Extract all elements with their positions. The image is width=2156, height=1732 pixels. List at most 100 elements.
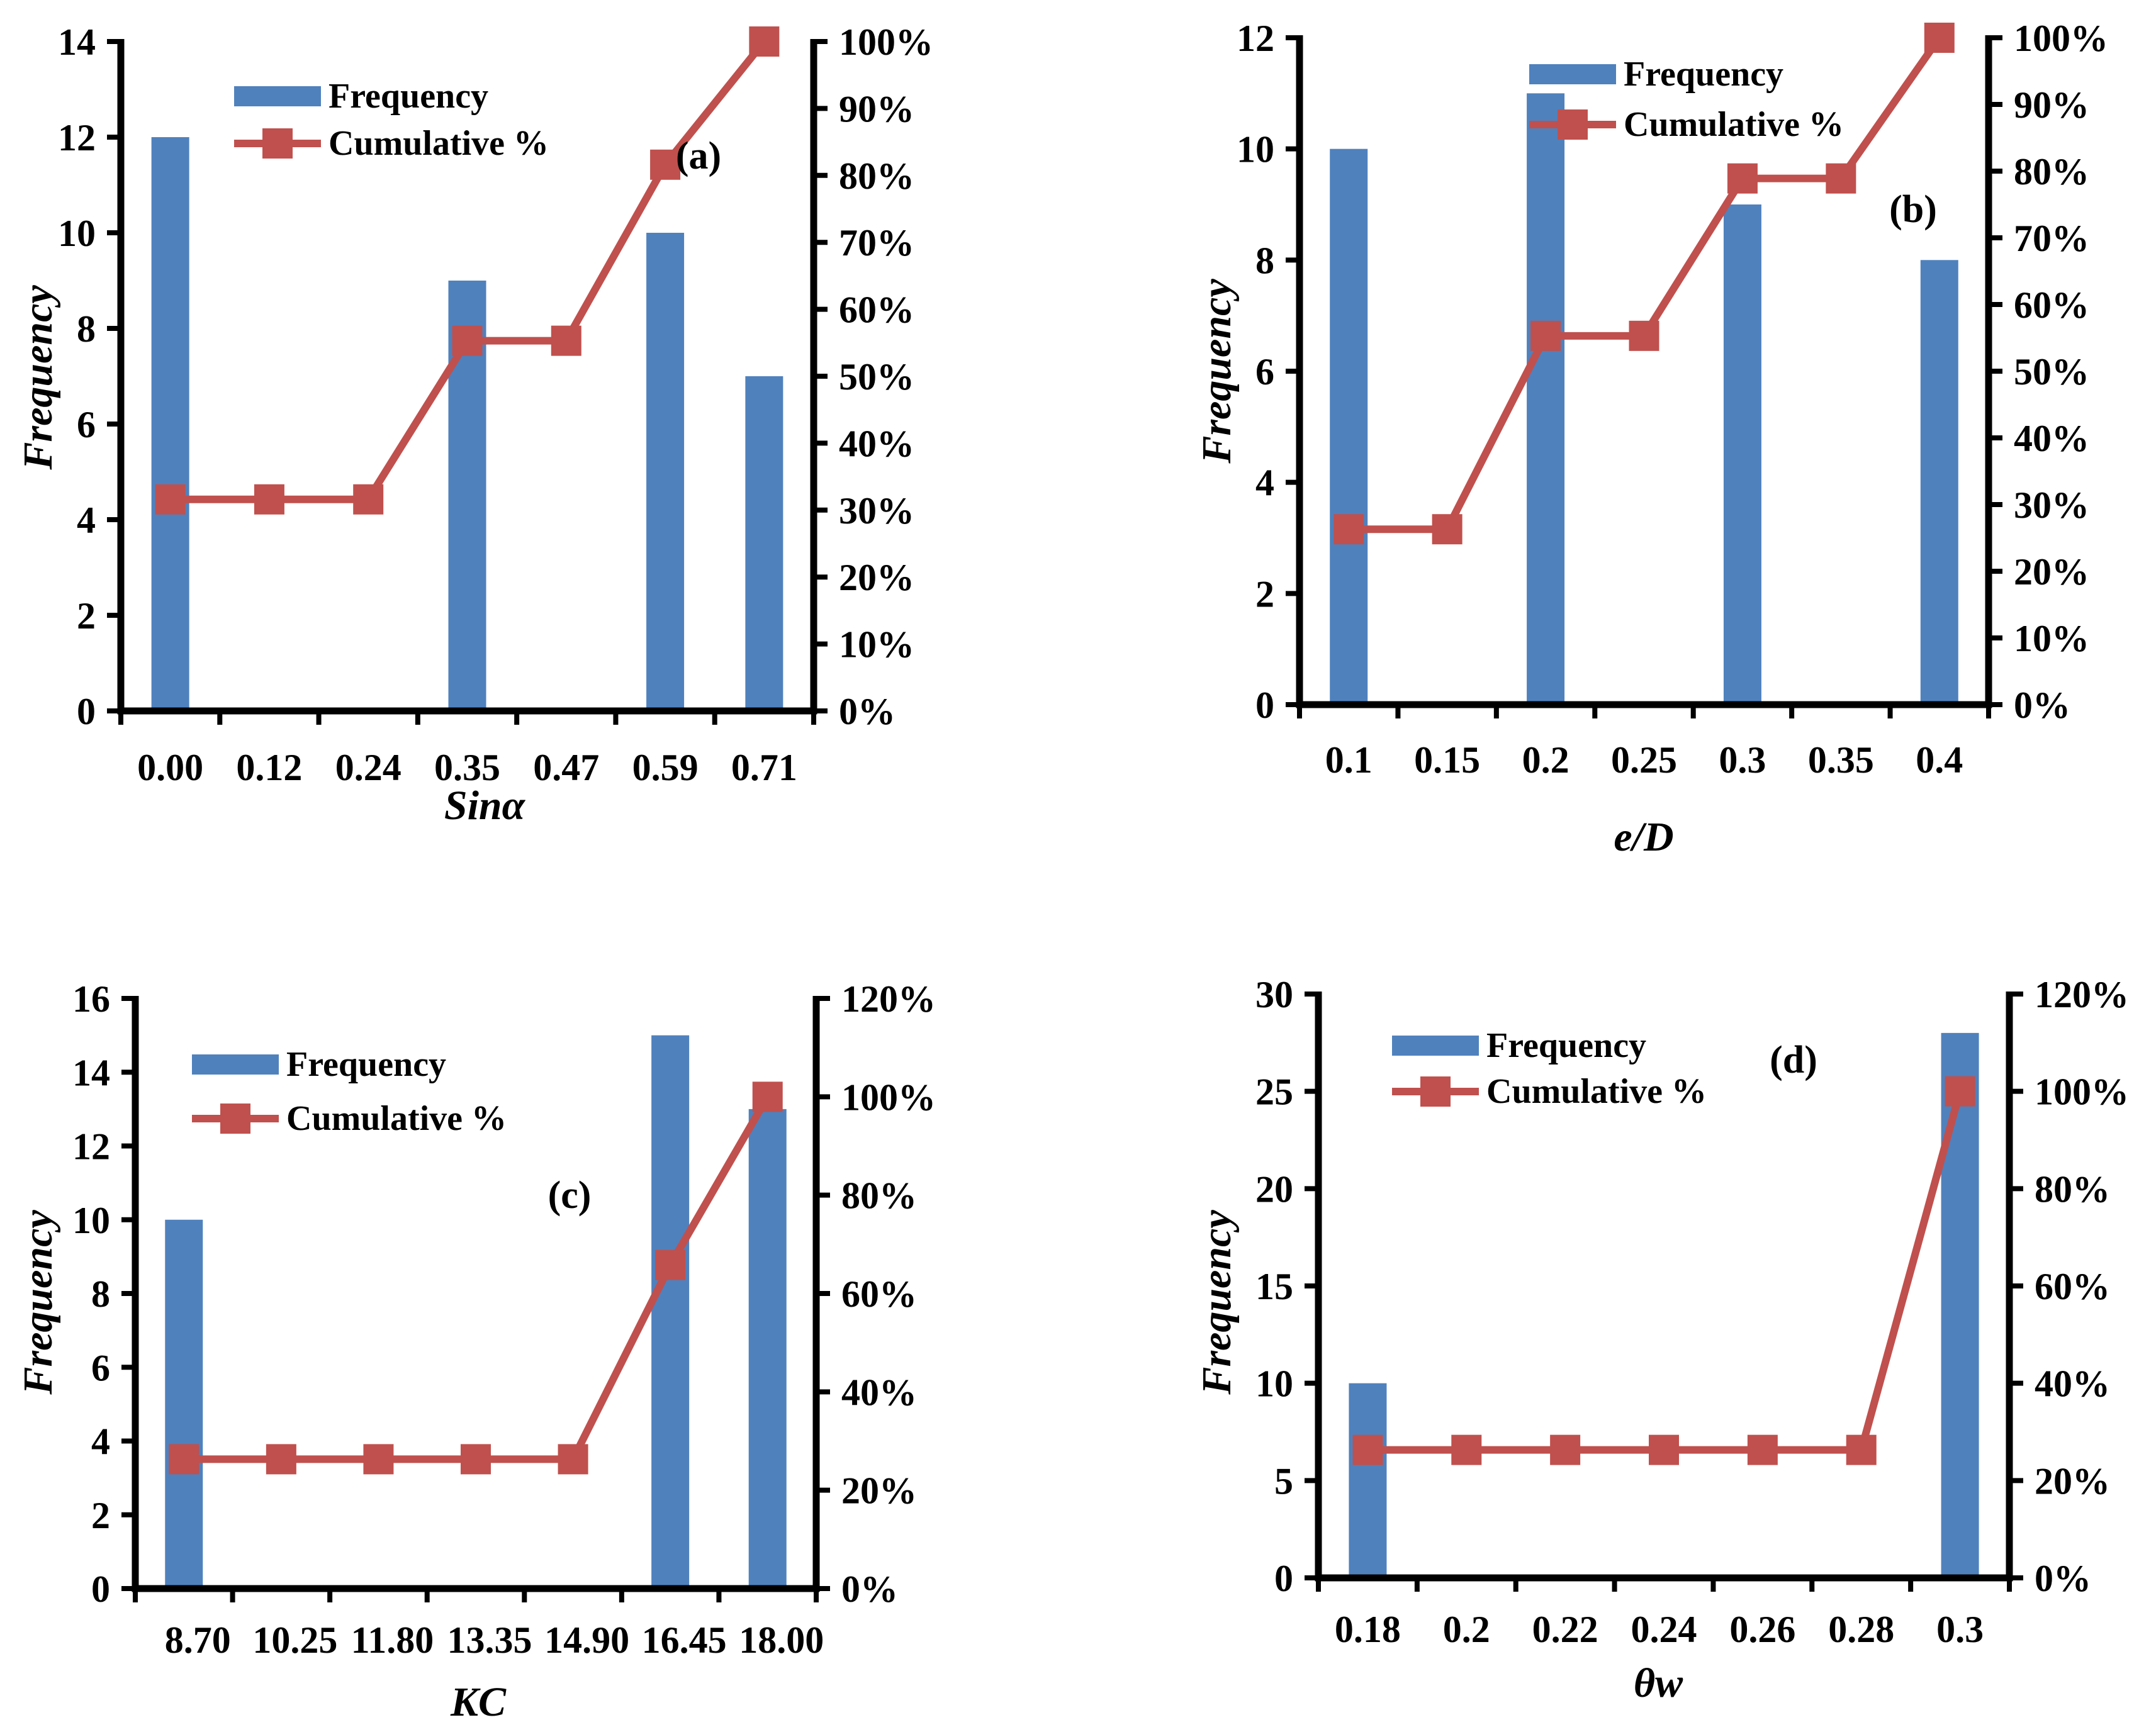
legend-label-frequency: Frequency: [328, 77, 488, 116]
right-tick-label: 80%: [839, 155, 914, 197]
cumulative-marker: [155, 484, 186, 515]
right-tick-label: 120%: [841, 978, 936, 1020]
right-tick-label: 80%: [841, 1175, 917, 1217]
right-tick-label: 40%: [2014, 418, 2089, 459]
chart-legend: Frequency Cumulative %: [1529, 55, 1844, 144]
legend-label-cumulative: Cumulative %: [1486, 1072, 1707, 1111]
x-axis-title: KC: [450, 1679, 507, 1725]
x-tick-label: 0.47: [533, 747, 599, 788]
left-tick-label: 10: [1255, 1363, 1293, 1405]
x-tick-label: 16.45: [642, 1619, 727, 1661]
left-tick-label: 14: [58, 21, 96, 63]
frequency-bar: [748, 1109, 787, 1589]
legend-swatch-frequency: [1392, 1036, 1479, 1056]
cumulative-marker: [1352, 1434, 1383, 1465]
left-tick-label: 12: [72, 1126, 110, 1168]
frequency-bar: [151, 137, 189, 711]
cumulative-marker: [1432, 514, 1463, 545]
frequency-bar: [1920, 260, 1958, 705]
panel-label: (d): [1770, 1039, 1817, 1081]
cumulative-marker: [254, 484, 284, 515]
cumulative-marker: [1945, 1076, 1975, 1107]
left-tick-label: 6: [91, 1347, 110, 1388]
x-tick-label: 0.00: [137, 747, 203, 788]
cumulative-marker: [1747, 1434, 1778, 1465]
x-tick-label: 0.12: [236, 747, 302, 788]
right-tick-label: 0%: [2035, 1558, 2091, 1599]
x-axis-title: Sinα: [444, 783, 526, 829]
frequency-bar: [1941, 1032, 1979, 1578]
legend-marker-cumulative: [220, 1103, 250, 1134]
chart-legend: Frequency Cumulative %: [1392, 1026, 1707, 1111]
left-tick-label: 6: [1255, 351, 1274, 393]
cumulative-marker: [655, 1249, 686, 1280]
x-tick-label: 0.3: [1936, 1609, 1984, 1650]
right-tick-label: 90%: [839, 88, 914, 130]
right-tick-label: 50%: [2014, 351, 2089, 393]
right-tick-label: 100%: [841, 1076, 936, 1118]
frequency-bar: [1527, 93, 1565, 705]
cumulative-marker: [1727, 163, 1758, 194]
frequency-bar: [1330, 148, 1368, 705]
left-tick-label: 16: [72, 978, 110, 1020]
x-tick-label: 0.2: [1443, 1609, 1490, 1650]
x-tick-label: 0.28: [1828, 1609, 1894, 1650]
right-tick-label: 70%: [839, 222, 914, 264]
legend-marker-cumulative: [1558, 109, 1588, 140]
legend-swatch-frequency: [1529, 64, 1616, 84]
left-tick-label: 30: [1255, 974, 1293, 1015]
right-tick-label: 10%: [839, 624, 914, 666]
x-tick-label: 13.35: [447, 1619, 532, 1661]
right-tick-label: 60%: [2014, 284, 2089, 326]
legend-marker-cumulative: [262, 128, 293, 159]
right-tick-label: 80%: [2014, 151, 2089, 193]
y-axis-title: Frequency: [15, 285, 61, 471]
x-tick-label: 0.59: [632, 747, 699, 788]
left-tick-label: 2: [1255, 573, 1274, 615]
right-tick-label: 90%: [2014, 84, 2089, 126]
right-tick-label: 40%: [839, 423, 914, 464]
cumulative-marker: [169, 1444, 199, 1475]
left-tick-label: 2: [91, 1495, 110, 1536]
cumulative-marker: [749, 26, 780, 57]
left-tick-label: 6: [77, 404, 96, 445]
left-tick-label: 10: [58, 213, 96, 254]
right-tick-label: 60%: [2035, 1266, 2110, 1307]
legend-label-cumulative: Cumulative %: [286, 1099, 507, 1138]
chart-panel-c: 0 2 4 6 8 10 12 14 16 0% 20% 40% 60% 80% 100% 120% 8.70 1…: [15, 978, 936, 1725]
chart-legend: Frequency Cumulative %: [234, 77, 549, 163]
left-tick-label: 4: [91, 1421, 110, 1463]
right-tick-label: 0%: [2014, 684, 2070, 726]
right-tick-label: 50%: [839, 356, 914, 398]
left-tick-label: 4: [1255, 462, 1274, 504]
frequency-bar: [646, 233, 685, 711]
frequency-bar: [745, 376, 783, 711]
x-tick-label: 0.71: [731, 747, 797, 788]
x-tick-label: 11.80: [351, 1619, 434, 1661]
cumulative-marker: [353, 484, 384, 515]
cumulative-marker: [1924, 23, 1955, 53]
cumulative-marker: [1451, 1434, 1482, 1465]
right-tick-label: 80%: [2035, 1168, 2110, 1210]
x-tick-label: 0.22: [1532, 1609, 1598, 1650]
x-tick-label: 8.70: [165, 1619, 231, 1661]
x-tick-label: 0.24: [1631, 1609, 1697, 1650]
panel-label: (c): [548, 1174, 592, 1217]
frequency-bar: [1349, 1383, 1387, 1578]
x-tick-label: 0.24: [335, 747, 401, 788]
right-tick-label: 70%: [2014, 218, 2089, 259]
cumulative-marker: [452, 325, 483, 356]
legend-label-frequency: Frequency: [1624, 55, 1783, 94]
right-tick-label: 120%: [2035, 974, 2129, 1015]
legend-label-cumulative: Cumulative %: [328, 124, 549, 163]
x-tick-label: 0.26: [1729, 1609, 1795, 1650]
cumulative-marker: [558, 1444, 588, 1475]
left-tick-label: 10: [72, 1200, 110, 1241]
cumulative-line: [1367, 1090, 1964, 1454]
x-axis-title: e/D: [1614, 814, 1673, 860]
left-tick-label: 0: [77, 691, 96, 732]
left-tick-label: 10: [1237, 129, 1274, 170]
left-tick-label: 0: [91, 1568, 110, 1610]
cumulative-marker: [363, 1444, 394, 1475]
